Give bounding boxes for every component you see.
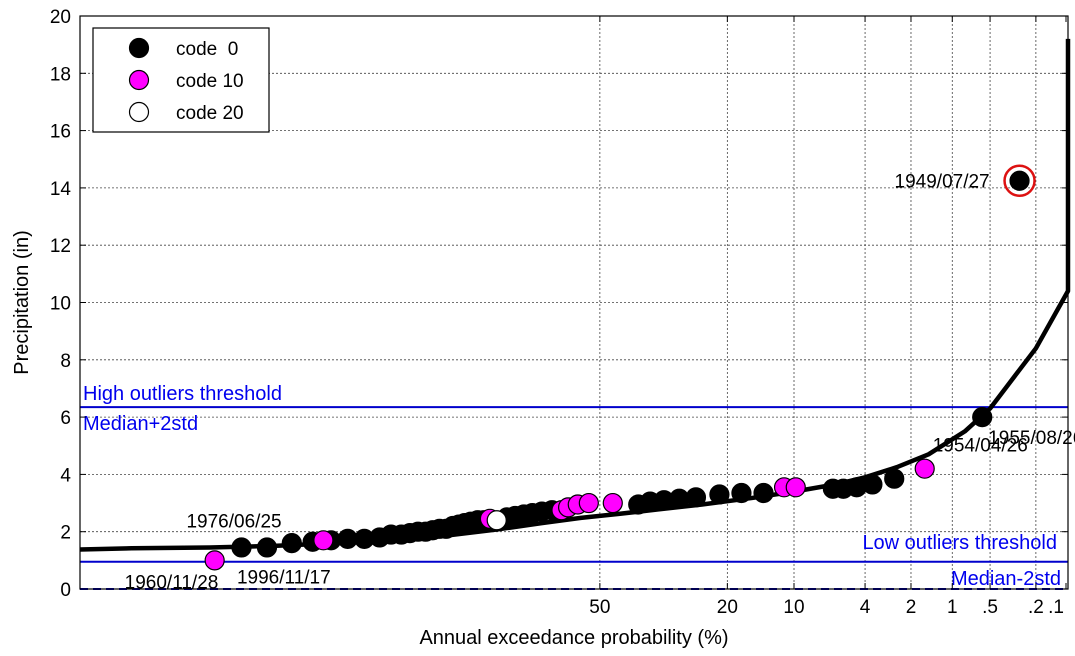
axis-ticks: 0 2 4 6 8 10 12 14 16 18 20 50 20 10 4 2 1 .5 .2.1 — [50, 7, 1068, 618]
legend-marker — [128, 101, 150, 123]
point-annotation: 1960/11/28 — [125, 573, 219, 594]
legend-label: code 10 — [176, 71, 244, 92]
y-tick-label: 14 — [50, 179, 72, 200]
threshold-sublabel: Median-2std — [951, 568, 1061, 590]
data-point-code-10 — [578, 492, 599, 514]
data-point-code-0 — [281, 533, 302, 554]
y-tick-label: 0 — [60, 580, 71, 601]
data-point-code-0 — [231, 537, 252, 558]
legend-box — [92, 27, 270, 133]
data-point-code-20 — [486, 510, 507, 531]
x-tick-label: 10 — [783, 597, 804, 618]
y-tick-label: 2 — [60, 523, 71, 544]
x-tick-label: .1 — [1048, 597, 1064, 618]
x-tick-label: 50 — [589, 597, 610, 618]
data-point-code-0 — [709, 484, 730, 505]
y-tick-label: 4 — [60, 465, 71, 486]
data-points — [204, 164, 1036, 571]
y-tick-label: 12 — [50, 236, 71, 257]
data-point-code-0 — [753, 482, 774, 504]
x-tick-label: 4 — [860, 597, 871, 618]
data-point-code-0 — [884, 468, 905, 489]
point-annotation: 1954/04/26 — [933, 436, 1028, 457]
legend: code 0 code 10 code 20 — [92, 27, 270, 133]
x-tick-label: .2 — [1028, 597, 1044, 618]
data-point-code-0 — [862, 474, 883, 495]
x-tick-label: 20 — [717, 597, 738, 618]
x-tick-label: .5 — [982, 597, 998, 618]
point-annotation: 1996/11/17 — [237, 568, 331, 589]
data-point-code-0 — [1009, 170, 1030, 191]
y-tick-label: 18 — [50, 64, 71, 85]
data-point-code-10 — [914, 458, 935, 479]
data-point-code-10 — [204, 550, 225, 571]
outlier-thresholds: High outliers threshold Median+2std Low ou… — [80, 383, 1068, 590]
data-point-code-0 — [256, 537, 278, 558]
legend-label: code 0 — [176, 39, 238, 60]
legend-marker — [128, 37, 150, 59]
data-point-code-10 — [602, 492, 623, 514]
data-point-code-10 — [785, 477, 806, 498]
y-tick-label: 16 — [50, 122, 71, 143]
x-tick-label: 1 — [947, 597, 958, 618]
x-axis-label: Annual exceedance probability (%) — [419, 627, 728, 649]
threshold-label: High outliers threshold — [83, 383, 282, 405]
threshold-sublabel: Median+2std — [83, 413, 198, 435]
data-point-code-0 — [731, 482, 752, 504]
threshold-label: Low outliers threshold — [862, 532, 1057, 554]
point-annotation: 1955/08/26 — [988, 428, 1075, 449]
legend-marker — [128, 69, 150, 91]
y-tick-label: 10 — [50, 294, 71, 315]
data-point-code-0 — [685, 487, 707, 508]
x-tick-label: 2 — [906, 597, 917, 618]
data-point-code-0 — [972, 407, 993, 428]
y-tick-label: 8 — [60, 351, 71, 372]
y-axis-label: Precipitation (in) — [11, 230, 33, 375]
y-tick-label: 6 — [60, 408, 71, 429]
legend-label: code 20 — [176, 103, 244, 124]
point-annotation: 1976/06/25 — [186, 511, 281, 532]
point-annotation: 1949/07/27 — [895, 172, 990, 193]
data-point-code-10 — [313, 530, 334, 551]
highlight-ring — [1003, 164, 1036, 197]
y-tick-label: 20 — [50, 7, 71, 28]
